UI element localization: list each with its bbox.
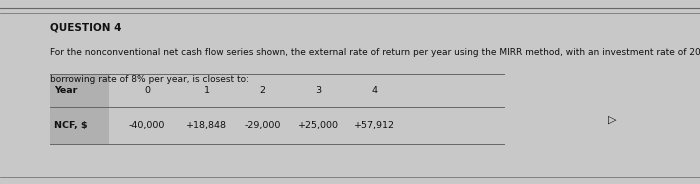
- Text: -40,000: -40,000: [129, 121, 165, 130]
- Text: 1: 1: [204, 86, 209, 95]
- Text: Year: Year: [54, 86, 77, 95]
- Text: +18,848: +18,848: [186, 121, 227, 130]
- Text: NCF, $: NCF, $: [54, 121, 88, 130]
- Text: -29,000: -29,000: [244, 121, 281, 130]
- Text: 2: 2: [260, 86, 265, 95]
- Text: 3: 3: [316, 86, 321, 95]
- Text: borrowing rate of 8% per year, is closest to:: borrowing rate of 8% per year, is closes…: [50, 75, 249, 84]
- Text: ▷: ▷: [608, 115, 617, 125]
- Text: 0: 0: [144, 86, 150, 95]
- Text: QUESTION 4: QUESTION 4: [50, 23, 122, 33]
- Text: +25,000: +25,000: [298, 121, 339, 130]
- Text: 4: 4: [372, 86, 377, 95]
- FancyBboxPatch shape: [50, 74, 108, 144]
- Text: For the nonconventional net cash flow series shown, the external rate of return : For the nonconventional net cash flow se…: [50, 48, 700, 57]
- Text: +57,912: +57,912: [354, 121, 395, 130]
